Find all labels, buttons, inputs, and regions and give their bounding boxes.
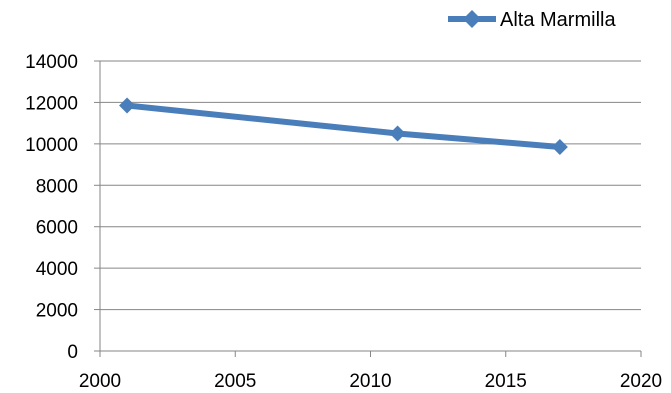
y-tick-labels: 0 2000 4000 6000 8000 10000 12000 14000 [25,52,78,363]
y-tick-label: 12000 [25,93,78,114]
x-tick-labels: 2000 2005 2010 2015 2020 [79,371,662,392]
y-tick-label: 14000 [25,52,78,73]
y-tick-label: 0 [67,342,78,363]
x-tick-label: 2000 [79,371,121,392]
data-point-2017 [551,138,568,155]
data-point-2011 [389,125,406,142]
y-tick-label: 10000 [25,135,78,156]
y-tick-label: 8000 [36,176,78,197]
x-tick-label: 2015 [485,371,527,392]
gridlines [100,60,641,311]
legend-diamond-marker [463,10,481,28]
x-tick-label: 2020 [620,371,662,392]
legend: Alta Marmilla [448,9,616,31]
legend-label-alta-marmilla: Alta Marmilla [500,9,616,31]
x-tick-label: 2010 [349,371,391,392]
data-point-2001 [119,97,136,114]
y-tick-label: 4000 [36,259,78,280]
y-tick-label: 2000 [36,301,78,322]
y-tick-label: 6000 [36,218,78,239]
series-layer [119,97,568,155]
x-tick-label: 2005 [214,371,256,392]
series-line-alta-marmilla [124,102,563,150]
axes [94,60,642,357]
